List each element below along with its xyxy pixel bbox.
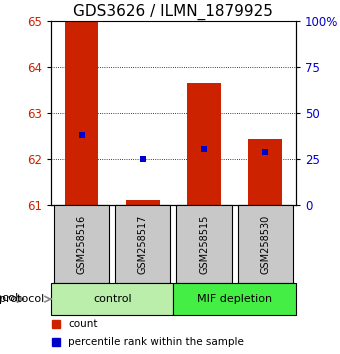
Text: protocol: protocol [0, 294, 44, 304]
Bar [176, 205, 232, 283]
Text: GSM258516: GSM258516 [76, 215, 87, 274]
Text: GSM258515: GSM258515 [199, 215, 209, 274]
Bar [126, 200, 160, 205]
Text: percentile rank within the sample: percentile rank within the sample [68, 337, 244, 347]
Bar [51, 283, 173, 315]
Title: GDS3626 / ILMN_1879925: GDS3626 / ILMN_1879925 [73, 4, 273, 20]
Bar [173, 283, 296, 315]
Bar [248, 139, 282, 205]
Text: count: count [68, 319, 98, 329]
Bar [115, 205, 170, 283]
Text: GSM258530: GSM258530 [260, 215, 270, 274]
Text: protocol: protocol [0, 292, 18, 303]
Bar [65, 21, 99, 205]
Bar [238, 205, 293, 283]
Text: control: control [93, 294, 132, 304]
Bar [187, 84, 221, 205]
Text: MIF depletion: MIF depletion [197, 294, 272, 304]
Text: GSM258517: GSM258517 [138, 215, 148, 274]
Bar [54, 205, 109, 283]
